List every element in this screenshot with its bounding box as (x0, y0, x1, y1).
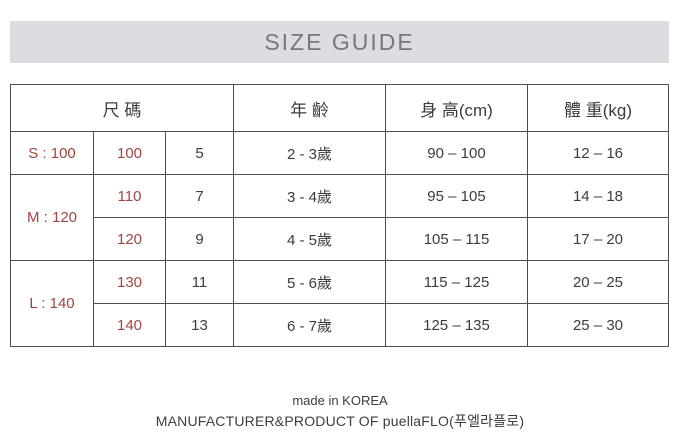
weight-cell: 17 – 20 (527, 217, 669, 261)
height-cell: 95 – 105 (385, 174, 528, 218)
size-guide-table: 尺 碼 年 齡 身 高(cm) 體 重(kg) S : 100 100 5 2 … (10, 84, 669, 347)
num-cell: 9 (165, 217, 234, 261)
age-cell: 6 - 7歲 (233, 303, 386, 347)
age-cell: 5 - 6歲 (233, 260, 386, 304)
height-cell: 125 – 135 (385, 303, 528, 347)
made-in-text: made in KOREA (292, 393, 388, 408)
table-row-l130: L : 140 130 11 5 - 6歲 115 – 125 20 – 25 (10, 260, 669, 347)
weight-cell: 20 – 25 (527, 260, 669, 304)
size-cell: 100 (93, 131, 166, 175)
table-row-m110: M : 120 110 7 3 - 4歲 95 – 105 14 – 18 (10, 174, 669, 261)
size-cell: 140 (93, 303, 166, 347)
height-cell: 90 – 100 (385, 131, 528, 175)
header-weight: 體 重(kg) (527, 84, 669, 132)
size-cell: 120 (93, 217, 166, 261)
weight-cell: 25 – 30 (527, 303, 669, 347)
size-cell: 130 (93, 260, 166, 304)
size-guide-banner: SIZE GUIDE (10, 21, 669, 63)
height-cell: 105 – 115 (385, 217, 528, 261)
size-group-cell: S : 100 (10, 131, 94, 175)
num-cell: 13 (165, 303, 234, 347)
table-row-m120: 120 9 4 - 5歲 105 – 115 17 – 20 (11, 217, 669, 261)
manufacturer-text: MANUFACTURER&PRODUCT OF puellaFLO(푸엘라플로) (155, 413, 525, 429)
age-cell: 4 - 5歲 (233, 217, 386, 261)
weight-cell: 12 – 16 (527, 131, 669, 175)
weight-cell: 14 – 18 (527, 174, 669, 218)
age-cell: 2 - 3歲 (233, 131, 386, 175)
num-cell: 11 (165, 260, 234, 304)
footer: made in KOREA MANUFACTURER&PRODUCT OF pu… (0, 390, 680, 432)
height-cell: 115 – 125 (385, 260, 528, 304)
header-age: 年 齡 (233, 84, 386, 132)
page-title: SIZE GUIDE (264, 28, 415, 55)
table-header-row: 尺 碼 年 齡 身 高(cm) 體 重(kg) (10, 84, 669, 132)
header-height: 身 高(cm) (385, 84, 528, 132)
size-group-cell: L : 140 (10, 260, 94, 347)
num-cell: 5 (165, 131, 234, 175)
table-row-l140: 140 13 6 - 7歲 125 – 135 25 – 30 (11, 303, 669, 347)
size-group-cell: M : 120 (10, 174, 94, 261)
num-cell: 7 (165, 174, 234, 218)
header-size: 尺 碼 (10, 84, 234, 132)
table-row-s100: S : 100 100 5 2 - 3歲 90 – 100 12 – 16 (10, 131, 669, 175)
size-cell: 110 (93, 174, 166, 218)
age-cell: 3 - 4歲 (233, 174, 386, 218)
